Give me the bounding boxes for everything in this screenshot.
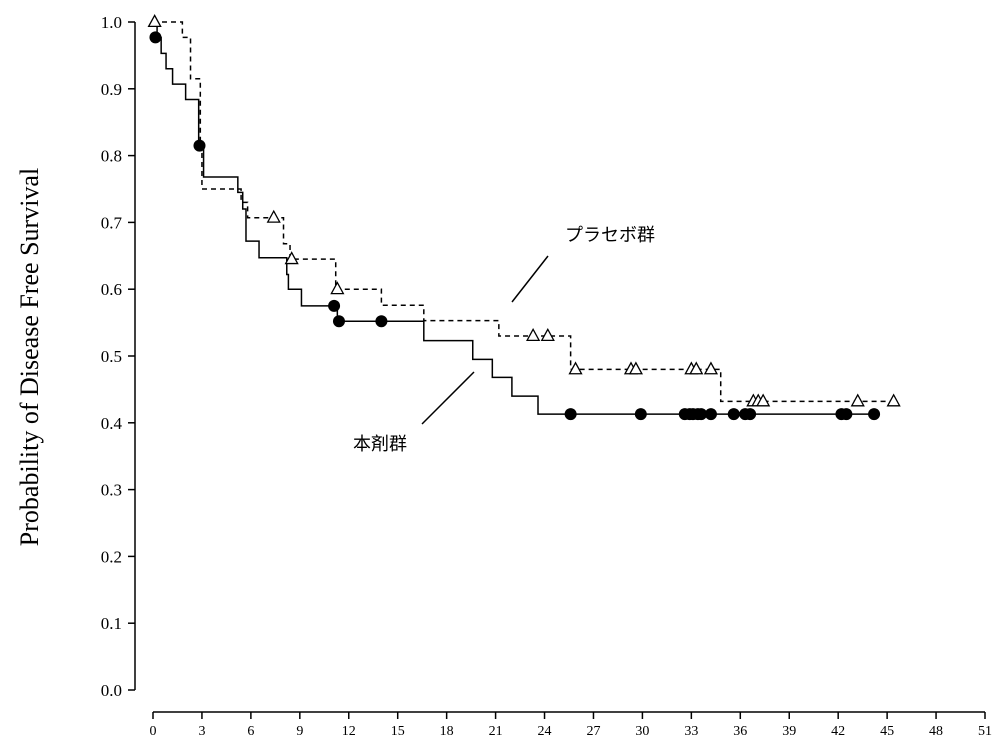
x-tick-label: 36 bbox=[733, 724, 747, 739]
y-tick-label: 0.7 bbox=[101, 213, 123, 232]
annotation-leader-placebo bbox=[511, 255, 549, 303]
censor-marker-placebo bbox=[689, 361, 704, 375]
censor-marker-placebo bbox=[330, 281, 345, 295]
x-tick-label: 12 bbox=[342, 724, 356, 739]
y-tick-label: 0.9 bbox=[101, 80, 122, 99]
censor-marker-drug bbox=[375, 315, 388, 328]
y-axis-label: Probability of Disease Free Survival bbox=[15, 168, 44, 546]
y-tick-label: 0.4 bbox=[101, 414, 123, 433]
censor-marker-drug bbox=[868, 408, 881, 421]
y-tick-label: 0.6 bbox=[101, 280, 122, 299]
y-tick-label: 0.1 bbox=[101, 614, 122, 633]
y-tick-label: 0.8 bbox=[101, 147, 122, 166]
censor-marker-placebo bbox=[568, 361, 583, 375]
markers-layer bbox=[147, 14, 901, 421]
x-tick-label: 6 bbox=[247, 724, 254, 739]
series-line-drug bbox=[153, 21, 875, 415]
series-line-placebo bbox=[153, 21, 894, 403]
axes bbox=[134, 22, 985, 713]
censor-marker-drug bbox=[840, 408, 853, 421]
censor-marker-placebo bbox=[850, 393, 865, 407]
censor-marker-placebo bbox=[526, 328, 541, 342]
censor-marker-drug bbox=[727, 408, 740, 421]
censor-marker-placebo bbox=[703, 361, 719, 375]
x-tick-label: 39 bbox=[782, 724, 796, 739]
y-tick-label: 0.5 bbox=[101, 347, 122, 366]
censor-marker-drug bbox=[704, 408, 717, 421]
censor-marker-placebo bbox=[147, 14, 162, 28]
y-tick-label: 0.2 bbox=[101, 547, 122, 566]
censor-marker-placebo bbox=[266, 209, 281, 223]
censor-marker-drug bbox=[149, 31, 162, 44]
series-layer bbox=[153, 21, 894, 415]
x-tick-label: 30 bbox=[635, 724, 649, 739]
x-tick-label: 15 bbox=[391, 724, 405, 739]
x-tick-label: 0 bbox=[150, 724, 157, 739]
censor-marker-placebo bbox=[756, 393, 771, 407]
y-tick-label: 0.3 bbox=[101, 481, 122, 500]
censor-marker-drug bbox=[634, 408, 647, 421]
x-tick-label: 33 bbox=[684, 724, 698, 739]
censor-marker-placebo bbox=[628, 361, 643, 375]
x-tick-label: 18 bbox=[440, 724, 454, 739]
ticks: 0.00.10.20.30.40.50.60.70.80.91.00 3 6 9 12 1… bbox=[101, 13, 992, 739]
censor-marker-drug bbox=[564, 408, 577, 421]
censor-marker-placebo bbox=[540, 328, 555, 342]
censor-marker-drug bbox=[328, 299, 341, 312]
censor-marker-drug bbox=[332, 315, 345, 328]
censor-marker-placebo bbox=[284, 251, 299, 265]
y-tick-label: 1.0 bbox=[101, 13, 122, 32]
annotation-leader-drug bbox=[421, 371, 475, 425]
censor-marker-drug bbox=[744, 408, 757, 421]
y-tick-label: 0.0 bbox=[101, 681, 122, 700]
annotation-drug: 本剤群 bbox=[353, 434, 407, 455]
x-tick-label: 48 bbox=[929, 724, 943, 739]
annotation-placebo: プラセボ群 bbox=[565, 225, 655, 246]
x-tick-label: 51 bbox=[978, 724, 992, 739]
x-tick-label: 21 bbox=[489, 724, 503, 739]
x-tick-label: 42 bbox=[831, 724, 845, 739]
censor-marker-drug bbox=[695, 408, 708, 421]
x-tick-label: 3 bbox=[198, 724, 205, 739]
censor-marker-drug bbox=[193, 139, 206, 152]
x-tick-label: 9 bbox=[296, 724, 303, 739]
censor-marker-placebo bbox=[886, 393, 901, 407]
x-tick-label: 27 bbox=[586, 724, 600, 739]
x-tick-label: 45 bbox=[880, 724, 894, 739]
x-tick-label: 24 bbox=[538, 724, 552, 739]
